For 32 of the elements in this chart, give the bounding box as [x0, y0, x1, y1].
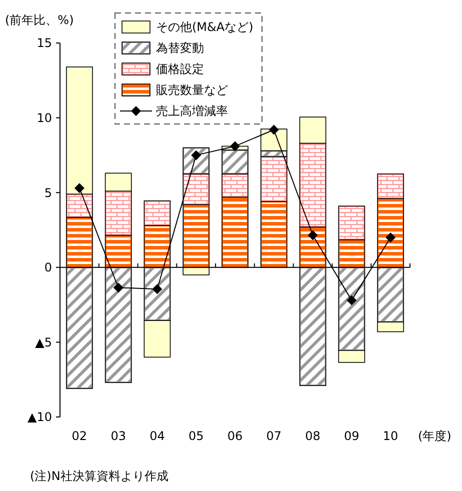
- x-tick-label: 06: [227, 429, 243, 443]
- point: [191, 150, 202, 160]
- y-tick-label: 0: [44, 260, 52, 275]
- y-tick-label: ▲10: [28, 410, 52, 424]
- x-tick-label: 07: [266, 429, 282, 443]
- point: [74, 183, 84, 194]
- x-tick-label: 08: [305, 429, 320, 443]
- y-tick-label: 5: [44, 186, 52, 200]
- x-tick-label: 09: [344, 429, 360, 443]
- point: [386, 232, 396, 242]
- point: [308, 230, 318, 240]
- legend-label: 販売数量など: [156, 83, 228, 98]
- text: (注)N社決算資料より作成: [30, 469, 168, 483]
- point: [113, 282, 124, 293]
- y-tick-label: 10: [36, 111, 52, 125]
- y-tick-label: 15: [36, 36, 52, 50]
- legend-label: 価格設定: [156, 62, 204, 76]
- point: [230, 141, 240, 152]
- x-tick-label: 05: [188, 429, 204, 443]
- x-tick-label: 10: [382, 429, 398, 443]
- point: [346, 295, 357, 306]
- point: [268, 124, 279, 135]
- x-axis-title: (年度): [418, 429, 452, 443]
- point: [152, 284, 162, 294]
- x-tick-label: 03: [110, 429, 126, 443]
- x-tick-label: 02: [72, 429, 88, 443]
- legend-label: 売上高増減率: [156, 104, 228, 118]
- legend-label: その他(M&Aなど): [156, 20, 254, 34]
- x-tick-label: 04: [150, 429, 165, 443]
- y-axis-title: (前年比、%): [5, 13, 74, 27]
- y-tick-label: ▲5: [35, 335, 52, 350]
- legend-label: 為替変動: [156, 41, 204, 56]
